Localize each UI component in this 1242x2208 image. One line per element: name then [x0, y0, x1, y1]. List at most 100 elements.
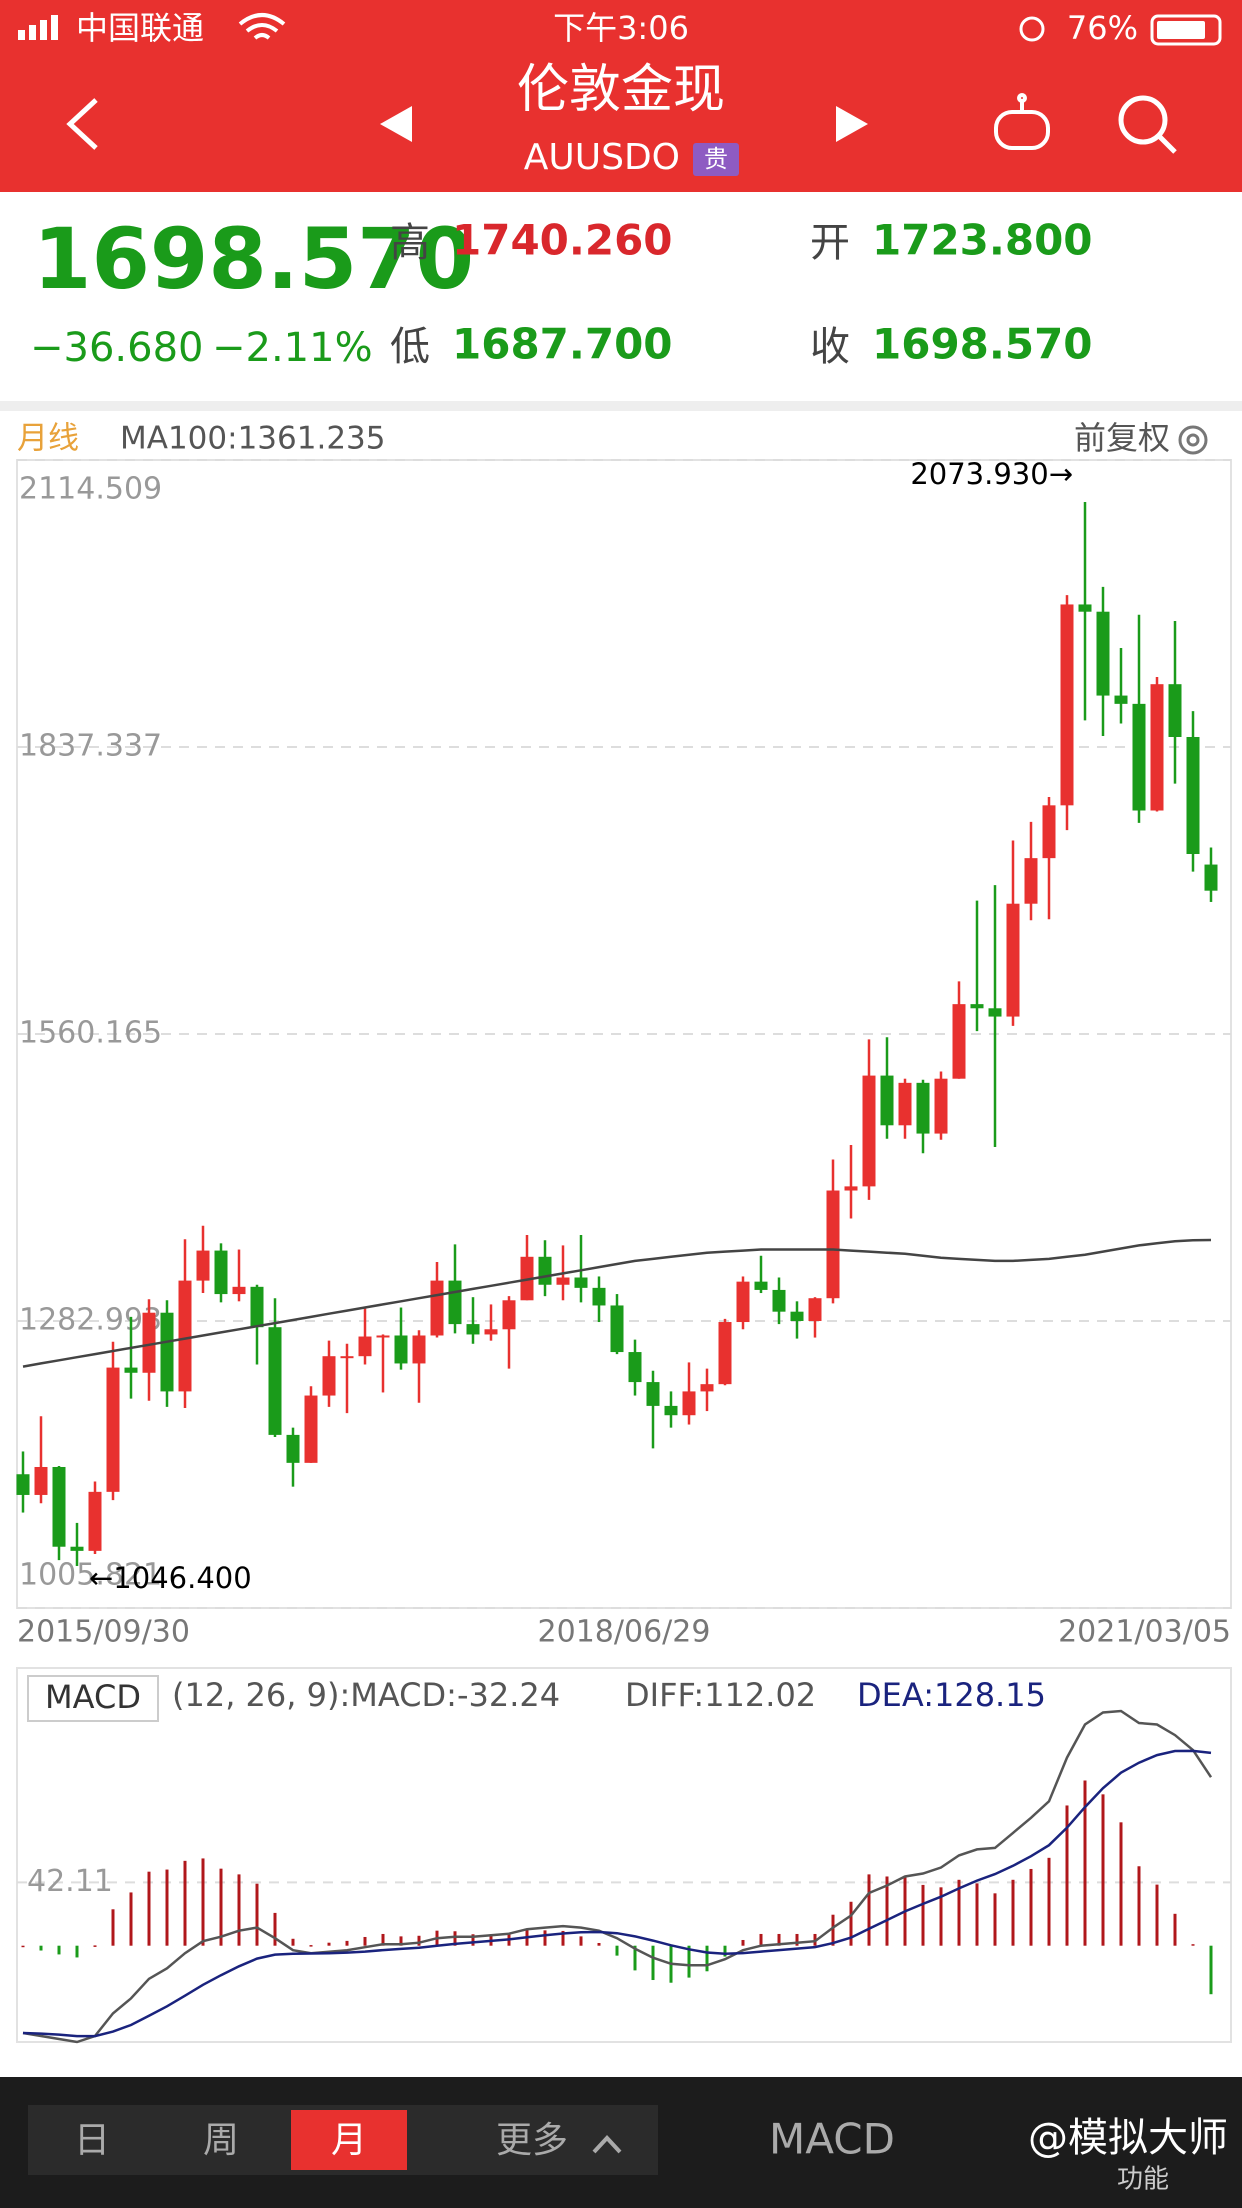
clock: 下午3:06 — [553, 9, 689, 47]
macd-bar — [453, 1931, 457, 1946]
candle-body — [718, 1322, 732, 1385]
price-change-pct: −2.11% — [212, 325, 373, 371]
search-button[interactable] — [1118, 95, 1177, 154]
macd-bar — [201, 1858, 205, 1946]
macd-bar — [723, 1945, 727, 1957]
candle-body — [394, 1335, 408, 1364]
macd-bar — [957, 1879, 961, 1946]
wifi-icon — [238, 13, 286, 40]
macd-border — [16, 1667, 1232, 2043]
candle-body — [1150, 684, 1164, 811]
candle-body — [790, 1311, 804, 1321]
macd-bar — [1137, 1866, 1141, 1946]
macd-bar — [579, 1936, 583, 1946]
adjust-label[interactable]: 前复权 — [1074, 419, 1170, 457]
close-label: 收 — [810, 324, 850, 370]
diff-legend: DIFF:112.02 — [625, 1676, 816, 1714]
ma-line — [22, 1238, 1212, 1368]
macd-bar — [165, 1869, 169, 1946]
period-label[interactable]: 月线 — [17, 421, 79, 457]
candle-body — [988, 1008, 1002, 1017]
macd-bar — [93, 1945, 97, 1947]
macd-label-box[interactable] — [27, 1675, 159, 1722]
badge-text: 贵 — [704, 145, 728, 173]
next-button[interactable] — [836, 106, 868, 142]
candle-body — [232, 1286, 246, 1295]
more-caret — [592, 2135, 622, 2154]
candle-body — [214, 1250, 228, 1295]
macd-bar — [129, 1892, 133, 1946]
macd-bar — [741, 1939, 745, 1946]
last-price: 1698.570 — [33, 210, 474, 308]
open-value: 1723.800 — [872, 216, 1093, 265]
tab[interactable]: 月 — [331, 2120, 367, 2161]
y-tick-label: 42.11 — [27, 1864, 113, 1899]
candle-body — [682, 1391, 696, 1416]
macd-bar — [633, 1945, 637, 1971]
macd-bar — [39, 1945, 43, 1951]
candle-body — [34, 1466, 48, 1495]
macd-bar — [1101, 1794, 1105, 1946]
price-change: −36.680 — [30, 325, 203, 371]
candle-body — [952, 1004, 966, 1079]
robot-button[interactable] — [994, 93, 1050, 150]
candle-body — [1132, 703, 1146, 811]
dea-line — [22, 1749, 1212, 2038]
macd-bar — [867, 1874, 871, 1946]
macd-bar — [1047, 1857, 1051, 1946]
lock-icon — [1019, 16, 1045, 42]
macd-bar — [471, 1934, 475, 1946]
macd-bar — [21, 1945, 25, 1948]
macd-bar — [237, 1874, 241, 1946]
candle-body — [538, 1256, 552, 1285]
open-label: 开 — [810, 220, 850, 266]
tab[interactable]: 日 — [74, 2120, 110, 2161]
back-button[interactable] — [66, 98, 98, 150]
candle-body — [754, 1281, 768, 1290]
prev-button[interactable] — [380, 106, 412, 142]
macd-bar — [921, 1884, 925, 1946]
title: 伦敦金现 — [517, 60, 725, 120]
low-value: 1687.700 — [452, 320, 673, 369]
candle-body — [340, 1356, 354, 1359]
active-tab — [291, 2110, 407, 2170]
macd-bar — [1065, 1805, 1069, 1946]
macd-label[interactable]: MACD — [45, 1678, 141, 1716]
tab[interactable]: 更多 — [496, 2120, 568, 2161]
candle-body — [52, 1466, 66, 1547]
candle-body — [808, 1298, 822, 1321]
candle-body — [16, 1474, 30, 1495]
candle-body — [448, 1280, 462, 1325]
settings-icon[interactable] — [1178, 425, 1208, 455]
candle-body — [610, 1305, 624, 1353]
macd-bar — [147, 1871, 151, 1946]
candle-body — [1096, 611, 1110, 696]
symbol-code: AUUSDO — [524, 137, 680, 178]
x-tick-label: 2021/03/05 — [1058, 1615, 1231, 1650]
candle-body — [736, 1281, 750, 1323]
y-tick-label: 2114.509 — [19, 472, 162, 507]
battery-fill — [1157, 21, 1205, 39]
macd-bar — [363, 1936, 367, 1946]
macd-bar — [777, 1933, 781, 1946]
menu-button[interactable]: 功能 — [1117, 2165, 1169, 2195]
candle-body — [502, 1300, 516, 1330]
macd-bar — [687, 1945, 691, 1978]
carrier: 中国联通 — [76, 9, 204, 47]
candle-body — [826, 1190, 840, 1299]
candle-body — [466, 1324, 480, 1335]
candle-body — [88, 1491, 102, 1551]
candle-body — [106, 1367, 120, 1492]
candle-body — [574, 1277, 588, 1288]
macd-bar — [543, 1930, 547, 1946]
battery-level: 76% — [1067, 9, 1138, 47]
low-label: 低 — [390, 324, 430, 370]
signal-icon — [18, 15, 58, 40]
candle-body — [304, 1395, 318, 1463]
tab[interactable]: 周 — [203, 2120, 239, 2161]
candle-body — [1006, 903, 1020, 1017]
macd-bar — [57, 1945, 61, 1955]
indicator-button[interactable]: MACD — [769, 2115, 895, 2164]
battery-icon — [1150, 14, 1222, 46]
candle-body — [700, 1384, 714, 1392]
